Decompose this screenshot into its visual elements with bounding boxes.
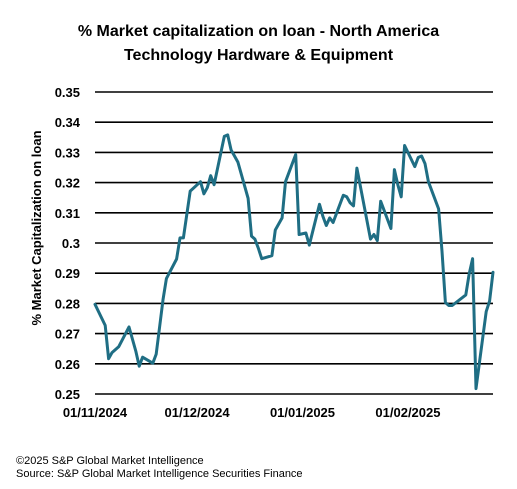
- chart-title: % Market capitalization on loan - North …: [0, 20, 517, 68]
- series-line: [93, 133, 495, 391]
- y-tick-label: 0.25: [55, 387, 80, 402]
- y-axis-title: % Market Capitalization on loan: [29, 130, 44, 325]
- copyright-text: ©2025 S&P Global Market Intelligence: [16, 455, 204, 467]
- y-tick-label: 0.3: [62, 236, 80, 251]
- y-tick-label: 0.31: [55, 206, 80, 221]
- x-tick-label: 01/11/2024: [63, 405, 128, 420]
- series-lines: [93, 133, 495, 391]
- gridlines: [95, 91, 493, 395]
- chart-title-line1: % Market capitalization on loan - North …: [77, 23, 440, 40]
- y-tick-label: 0.34: [55, 115, 81, 130]
- y-tick-label: 0.28: [55, 296, 80, 311]
- y-tick-label: 0.32: [55, 176, 80, 191]
- x-tick-label: 01/12/2024: [165, 405, 231, 420]
- x-tick-label: 01/02/2025: [375, 405, 440, 420]
- source-text: Source: S&P Global Market Intelligence S…: [16, 468, 303, 480]
- y-tick-label: 0.35: [55, 85, 80, 100]
- y-axis-ticks: 0.25 0.26 0.27 0.28 0.29 0.3 0.31 0.32 0.33 0.34 0…: [55, 85, 81, 402]
- x-axis-ticks: 01/11/2024 01/12/2024 01/01/2025 01/02/2025: [63, 405, 441, 420]
- y-tick-label: 0.27: [55, 327, 80, 342]
- y-tick-label: 0.26: [55, 357, 80, 372]
- y-tick-label: 0.33: [55, 145, 80, 160]
- chart-subtitle: Technology Hardware & Equipment: [123, 47, 394, 64]
- footer: ©2025 S&P Global Market Intelligence Sou…: [16, 455, 303, 481]
- x-tick-label: 01/01/2025: [270, 405, 335, 420]
- y-tick-label: 0.29: [55, 266, 80, 281]
